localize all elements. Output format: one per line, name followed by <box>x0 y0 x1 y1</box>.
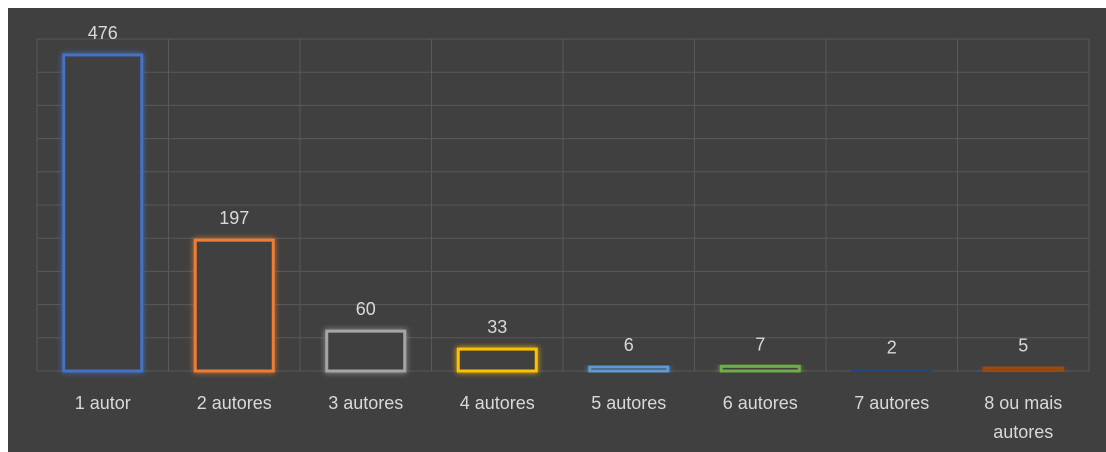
x-tick-label: 3 autores <box>328 393 404 413</box>
data-label: 60 <box>356 299 376 319</box>
data-label: 7 <box>755 334 765 354</box>
x-tick-label: 6 autores <box>722 393 798 413</box>
x-tick-label: 2 autores <box>196 393 272 413</box>
x-tick-label: 7 autores <box>854 393 930 413</box>
data-label: 5 <box>1018 336 1028 356</box>
data-label: 33 <box>487 317 507 337</box>
chart-background <box>8 8 1106 452</box>
data-label: 2 <box>887 338 897 358</box>
bar <box>719 364 801 373</box>
bar <box>456 347 538 373</box>
x-tick-label: 1 autor <box>74 393 131 413</box>
data-label: 6 <box>624 335 634 355</box>
x-tick-label: 5 autores <box>591 393 667 413</box>
bar <box>588 365 670 373</box>
x-tick-label: 4 autores <box>459 393 535 413</box>
x-tick-label: 8 ou mais autores <box>984 393 1063 442</box>
bar <box>325 329 407 373</box>
data-label: 197 <box>219 208 249 228</box>
bar <box>193 238 275 373</box>
bar <box>851 368 933 373</box>
bar <box>982 366 1064 373</box>
data-label: 476 <box>88 23 118 43</box>
bar <box>62 53 144 373</box>
